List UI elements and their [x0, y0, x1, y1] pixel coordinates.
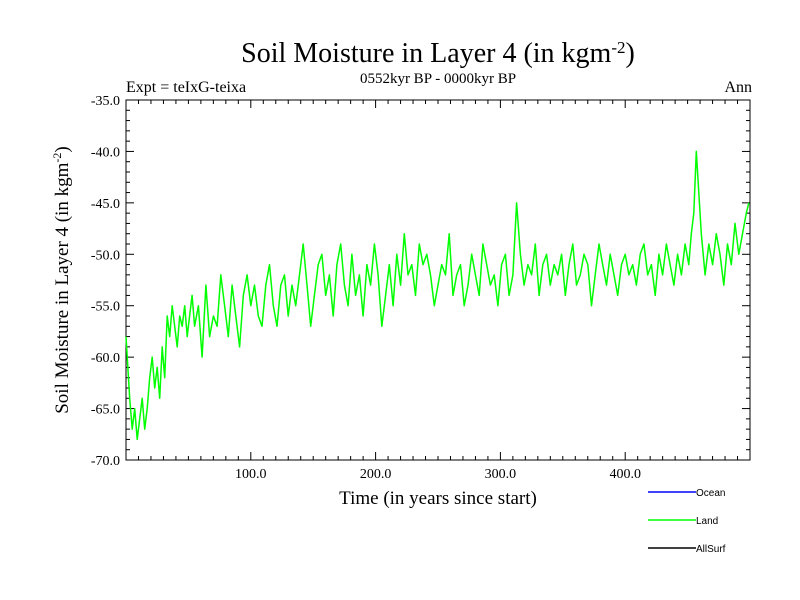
subtitle-right: Ann: [724, 79, 752, 96]
y-tick-label: -45.0: [91, 197, 120, 212]
y-axis-ticks: -35.0 -40.0 -45.0 -50.0 -55.0 -60.0 -65.0 -70.0: [91, 94, 750, 469]
chart-title-end: ): [626, 38, 635, 69]
subtitle-left: Expt = teIxG-teixa: [126, 79, 246, 96]
subtitle-center: 0552kyr BP - 0000kyr BP: [360, 71, 516, 87]
y-tick-label: -40.0: [91, 145, 120, 160]
minor-ticks: [126, 100, 750, 460]
y-axis-label: Soil Moisture in Layer 4 (in kgm-2): [50, 146, 73, 414]
series-line-land: [125, 150, 750, 441]
x-tick-label: 100.0: [235, 467, 267, 482]
y-axis-label-sup: -2: [50, 153, 64, 163]
x-axis-ticks: 100.0 200.0 300.0 400.0: [235, 100, 641, 482]
legend-label-ocean: Ocean: [696, 488, 725, 499]
series-lines: [125, 150, 750, 441]
x-axis-label: Time (in years since start): [339, 488, 537, 509]
legend: Ocean Land AllSurf: [648, 488, 726, 555]
legend-label-allsurf: AllSurf: [696, 544, 726, 555]
y-tick-label: -35.0: [91, 94, 120, 109]
legend-label-land: Land: [696, 516, 718, 527]
y-tick-label: -60.0: [91, 351, 120, 366]
x-tick-label: 300.0: [485, 467, 517, 482]
plot-area: 100.0 200.0 300.0 400.0 -35.0 -40.0 -45.0 -50.…: [91, 94, 751, 482]
x-tick-label: 200.0: [360, 467, 392, 482]
chart-title-sup: -2: [611, 38, 625, 57]
chart-title-main: Soil Moisture in Layer 4 (in kgm: [241, 38, 611, 69]
y-tick-label: -50.0: [91, 248, 120, 263]
y-tick-label: -55.0: [91, 300, 120, 315]
y-tick-label: -70.0: [91, 454, 120, 469]
y-tick-label: -65.0: [91, 403, 120, 418]
x-tick-label: 400.0: [609, 467, 641, 482]
y-axis-label-main: Soil Moisture in Layer 4 (in kgm: [52, 162, 73, 413]
chart-title: Soil Moisture in Layer 4 (in kgm-2): [241, 38, 635, 70]
y-axis-label-end: ): [52, 146, 73, 152]
